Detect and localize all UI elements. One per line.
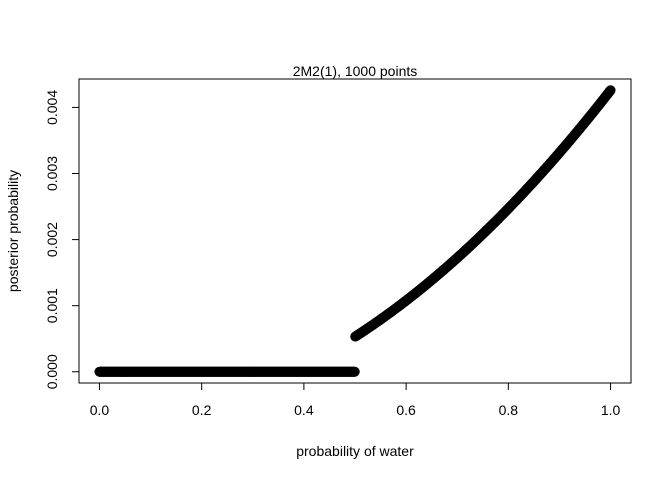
y-tick-label: 0.002 <box>44 222 60 257</box>
data-points <box>94 85 616 377</box>
y-tick-label: 0.000 <box>44 354 60 389</box>
y-axis-label: posterior probability <box>5 170 21 292</box>
data-point <box>605 85 616 96</box>
plot-frame <box>78 78 632 384</box>
x-tick-label: 0.8 <box>499 402 519 418</box>
x-tick-label: 0.2 <box>192 402 212 418</box>
x-tick-label: 0.6 <box>396 402 416 418</box>
chart-title: 2M2(1), 1000 points <box>293 63 418 79</box>
y-tick-label: 0.001 <box>44 288 60 323</box>
x-tick-label: 0.4 <box>294 402 314 418</box>
y-tick-label: 0.003 <box>44 156 60 191</box>
x-axis-label: probability of water <box>296 443 414 459</box>
x-tick-label: 0.0 <box>90 402 110 418</box>
x-tick-label: 1.0 <box>601 402 621 418</box>
data-point <box>349 366 360 377</box>
y-tick-label: 0.004 <box>44 90 60 125</box>
